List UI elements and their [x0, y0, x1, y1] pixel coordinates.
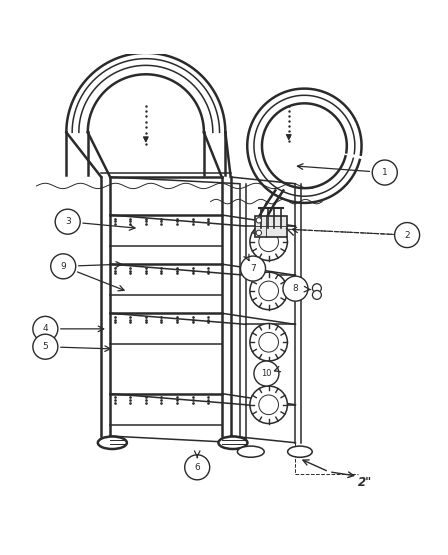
Text: 2: 2 — [404, 230, 410, 240]
Text: 1: 1 — [382, 168, 388, 177]
Text: 8: 8 — [293, 284, 298, 293]
Circle shape — [185, 455, 210, 480]
Bar — [255, 216, 288, 238]
Circle shape — [250, 223, 288, 260]
Circle shape — [312, 290, 321, 299]
Circle shape — [33, 334, 58, 359]
Circle shape — [33, 316, 58, 341]
Ellipse shape — [98, 436, 127, 449]
Circle shape — [55, 209, 80, 234]
Text: 2": 2" — [358, 476, 372, 490]
Text: 7: 7 — [250, 264, 256, 273]
Circle shape — [395, 223, 420, 248]
Text: 4: 4 — [43, 324, 48, 334]
Text: 9: 9 — [60, 262, 66, 271]
Circle shape — [256, 230, 262, 235]
Ellipse shape — [219, 436, 247, 449]
Ellipse shape — [237, 446, 264, 457]
Circle shape — [256, 218, 262, 223]
Ellipse shape — [288, 446, 312, 457]
Circle shape — [283, 276, 308, 301]
Text: 6: 6 — [194, 463, 200, 472]
Text: 3: 3 — [65, 217, 71, 226]
Circle shape — [372, 160, 397, 185]
Circle shape — [312, 284, 321, 292]
Circle shape — [250, 324, 288, 361]
Text: 5: 5 — [43, 342, 48, 351]
Circle shape — [250, 272, 288, 310]
Text: 10: 10 — [261, 369, 271, 378]
Circle shape — [254, 361, 279, 386]
Circle shape — [241, 256, 266, 281]
Circle shape — [250, 386, 288, 423]
Circle shape — [51, 254, 76, 279]
